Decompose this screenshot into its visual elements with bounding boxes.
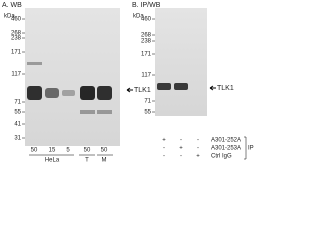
marker-label: 460 xyxy=(11,17,22,23)
target-label: TLK1 xyxy=(134,87,151,94)
marker-label: 460 xyxy=(141,17,152,23)
target-label: TLK1 xyxy=(217,85,234,92)
ip-bracket xyxy=(244,136,247,160)
lane-label: 50 xyxy=(31,148,38,154)
group-label: T xyxy=(85,158,89,164)
lane-label: 15 xyxy=(49,148,56,154)
arrow-b xyxy=(209,85,216,91)
row-mark: - xyxy=(163,154,165,160)
group-label: M xyxy=(102,158,107,164)
lane-label: 5 xyxy=(66,148,70,154)
marker-label: 238 xyxy=(141,39,152,45)
marker-label: 171 xyxy=(141,52,152,58)
panel-label: A. WB xyxy=(2,2,22,9)
lane-label: 50 xyxy=(101,148,108,154)
row-mark: - xyxy=(197,146,199,152)
blot-a xyxy=(25,8,120,146)
row-mark: + xyxy=(162,138,166,144)
row-mark: + xyxy=(196,154,200,160)
marker-label: 238 xyxy=(11,36,22,42)
row-mark: - xyxy=(197,138,199,144)
ip-label: IP xyxy=(248,146,254,152)
marker-label: 268 xyxy=(141,33,152,39)
unit-label: kDa xyxy=(133,14,144,20)
row-mark: - xyxy=(180,138,182,144)
arrow-a xyxy=(126,87,133,93)
lane-label: 50 xyxy=(84,148,91,154)
marker-label: 31 xyxy=(14,136,21,142)
marker-label: 71 xyxy=(144,99,151,105)
row-mark: - xyxy=(163,146,165,152)
marker-label: 117 xyxy=(141,73,151,79)
marker-label: 268 xyxy=(11,31,22,37)
marker-label: 171 xyxy=(11,50,22,56)
unit-label: kDa xyxy=(4,14,15,20)
panel-label: B. IP/WB xyxy=(132,2,161,9)
marker-label: 41 xyxy=(14,122,21,128)
bands-a xyxy=(27,62,112,114)
marker-label: 55 xyxy=(144,110,151,116)
bands-b xyxy=(157,83,188,90)
marker-label: 55 xyxy=(14,110,21,116)
row-label: A301-252A xyxy=(211,138,241,144)
blot-b xyxy=(155,8,207,116)
marker-label: 71 xyxy=(14,100,21,106)
marker-label: 117 xyxy=(11,72,21,78)
row-mark: + xyxy=(179,146,183,152)
row-label: Ctrl IgG xyxy=(211,154,232,160)
row-label: A301-253A xyxy=(211,146,241,152)
group-label: HeLa xyxy=(45,158,60,164)
row-mark: - xyxy=(180,154,182,160)
